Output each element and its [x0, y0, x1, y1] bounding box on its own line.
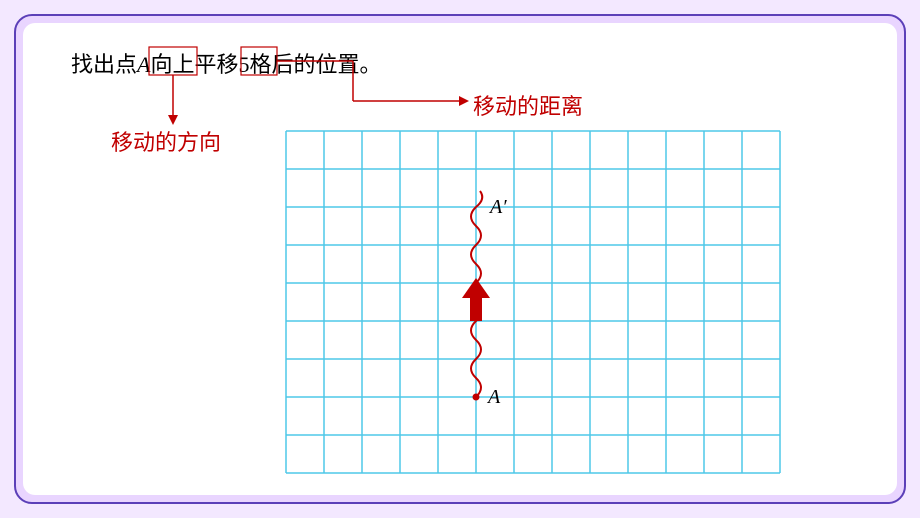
slide-frame: 找出点A向上平移5格后的位置。 移动的方向 移动的距离 A A′ [14, 14, 906, 504]
diagram-svg: A A′ [23, 23, 899, 497]
trail-curl [476, 191, 482, 207]
highlight-box-distance [241, 47, 277, 75]
highlight-box-direction [149, 47, 197, 75]
arrow-distance-head [459, 96, 469, 106]
up-arrow-icon [462, 278, 490, 321]
arrow-direction-head [168, 115, 178, 125]
slide-panel: 找出点A向上平移5格后的位置。 移动的方向 移动的距离 A A′ [23, 23, 897, 495]
grid [286, 131, 780, 473]
point-a-label: A [486, 386, 501, 408]
point-aprime-label: A′ [488, 196, 507, 218]
